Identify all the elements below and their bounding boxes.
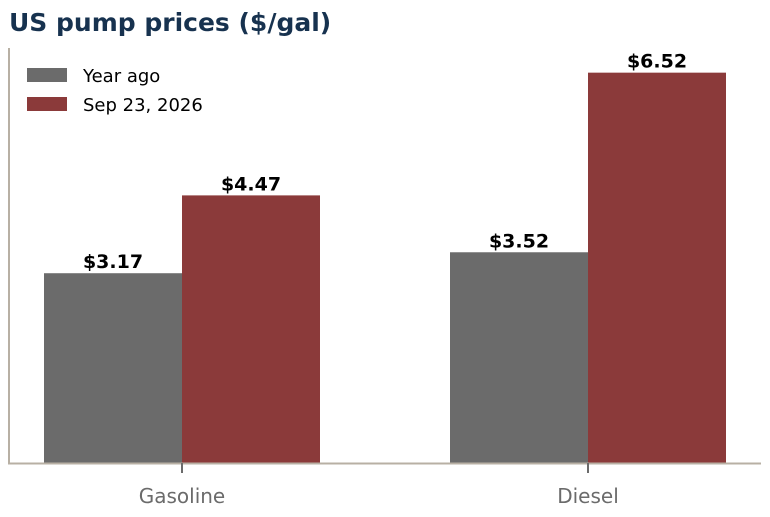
chart-title: US pump prices ($/gal) (9, 8, 331, 37)
bars-group (44, 72, 726, 463)
bar-gasoline-year-ago (44, 273, 182, 463)
data-label-diesel-year-ago: $3.52 (489, 230, 549, 252)
legend: Year ago Sep 23, 2026 (27, 66, 203, 116)
legend-label-current: Sep 23, 2026 (83, 95, 203, 116)
data-label-diesel-current: $6.52 (627, 51, 687, 73)
data-label-gasoline-current: $4.47 (221, 173, 281, 195)
x-tick-label-diesel: Diesel (557, 484, 619, 508)
bar-gasoline-current (182, 195, 320, 463)
data-labels-group: $3.17 $4.47 $3.52 $6.52 (83, 51, 687, 274)
x-tick-label-gasoline: Gasoline (139, 484, 226, 508)
bar-diesel-year-ago (450, 252, 588, 463)
data-label-gasoline-year-ago: $3.17 (83, 251, 143, 273)
legend-swatch-year-ago (27, 68, 67, 82)
legend-swatch-current (27, 97, 67, 111)
x-ticks-group: Gasoline Diesel (139, 463, 619, 508)
legend-label-year-ago: Year ago (82, 66, 160, 87)
bar-diesel-current (588, 72, 726, 463)
